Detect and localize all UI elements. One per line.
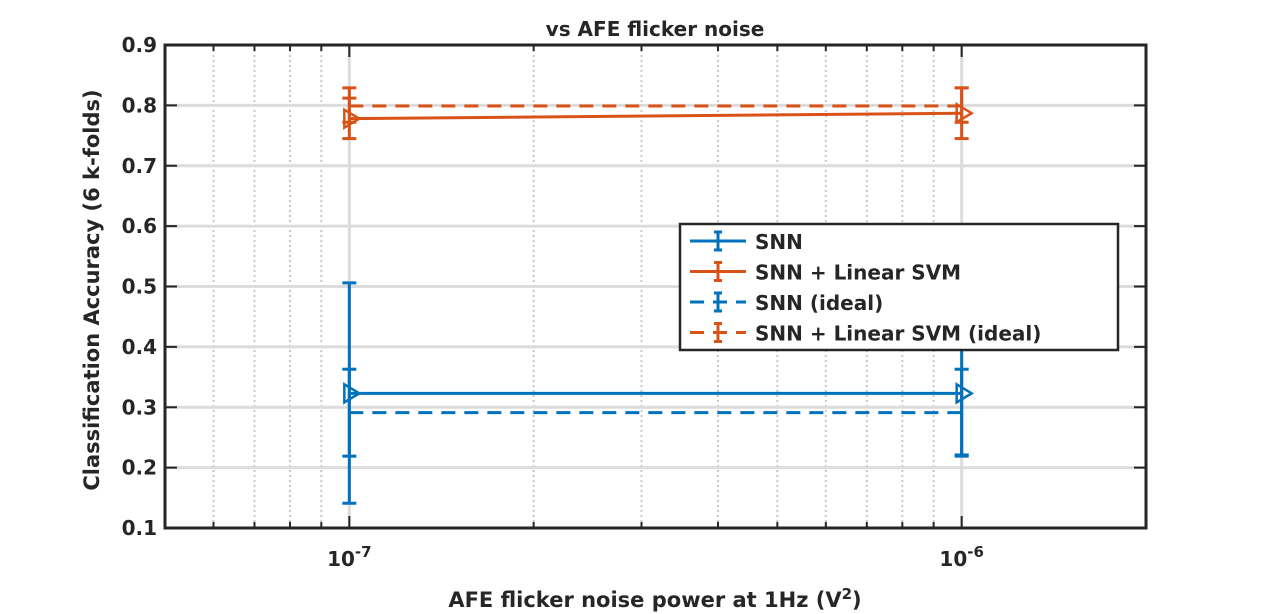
tick-marks bbox=[165, 44, 1146, 529]
x-tick-label: 10-7 bbox=[327, 543, 372, 571]
y-tick-labels: 0.1 0.2 0.3 0.4 0.5 0.6 0.7 0.8 0.9 bbox=[122, 33, 157, 540]
chart-title: vs AFE flicker noise bbox=[546, 17, 765, 41]
data-point-marker bbox=[955, 382, 975, 405]
y-tick-label: 0.2 bbox=[122, 456, 157, 480]
legend-item: SNN (ideal) bbox=[690, 291, 883, 315]
y-tick-label: 0.5 bbox=[122, 275, 157, 299]
series-3 bbox=[342, 86, 969, 124]
legend-label: SNN (ideal) bbox=[755, 291, 883, 315]
legend: SNN SNN + Linear SVM SNN (ideal) SNN + Line… bbox=[678, 222, 1120, 352]
y-tick-label: 0.1 bbox=[122, 516, 157, 540]
series-layer bbox=[342, 86, 975, 505]
y-tick-label: 0.3 bbox=[122, 395, 157, 419]
legend-item: SNN + Linear SVM (ideal) bbox=[690, 322, 1041, 346]
y-tick-label: 0.8 bbox=[122, 93, 157, 117]
x-tick-label: 10-6 bbox=[939, 543, 984, 571]
legend-label: SNN + Linear SVM (ideal) bbox=[755, 322, 1041, 346]
data-point-marker bbox=[343, 382, 362, 405]
y-tick-label: 0.6 bbox=[122, 214, 157, 238]
x-tick-labels: 10-7 10-6 bbox=[327, 543, 984, 571]
legend-item: SNN + Linear SVM bbox=[690, 261, 961, 285]
legend-box bbox=[678, 222, 1120, 352]
y-tick-label: 0.4 bbox=[122, 335, 157, 359]
y-tick-label: 0.7 bbox=[122, 154, 157, 178]
legend-label: SNN bbox=[755, 230, 803, 254]
series-line bbox=[349, 111, 962, 121]
data-point-marker bbox=[955, 102, 975, 125]
series-1 bbox=[342, 86, 975, 141]
x-axis-label: AFE flicker noise power at 1Hz (V2) bbox=[448, 585, 861, 612]
series-2 bbox=[342, 367, 969, 458]
legend-item: SNN bbox=[690, 230, 803, 254]
y-tick-label: 0.9 bbox=[122, 33, 157, 57]
legend-label: SNN + Linear SVM bbox=[755, 261, 961, 285]
y-axis-label: Classification Accuracy (6 k-folds) bbox=[80, 89, 104, 490]
